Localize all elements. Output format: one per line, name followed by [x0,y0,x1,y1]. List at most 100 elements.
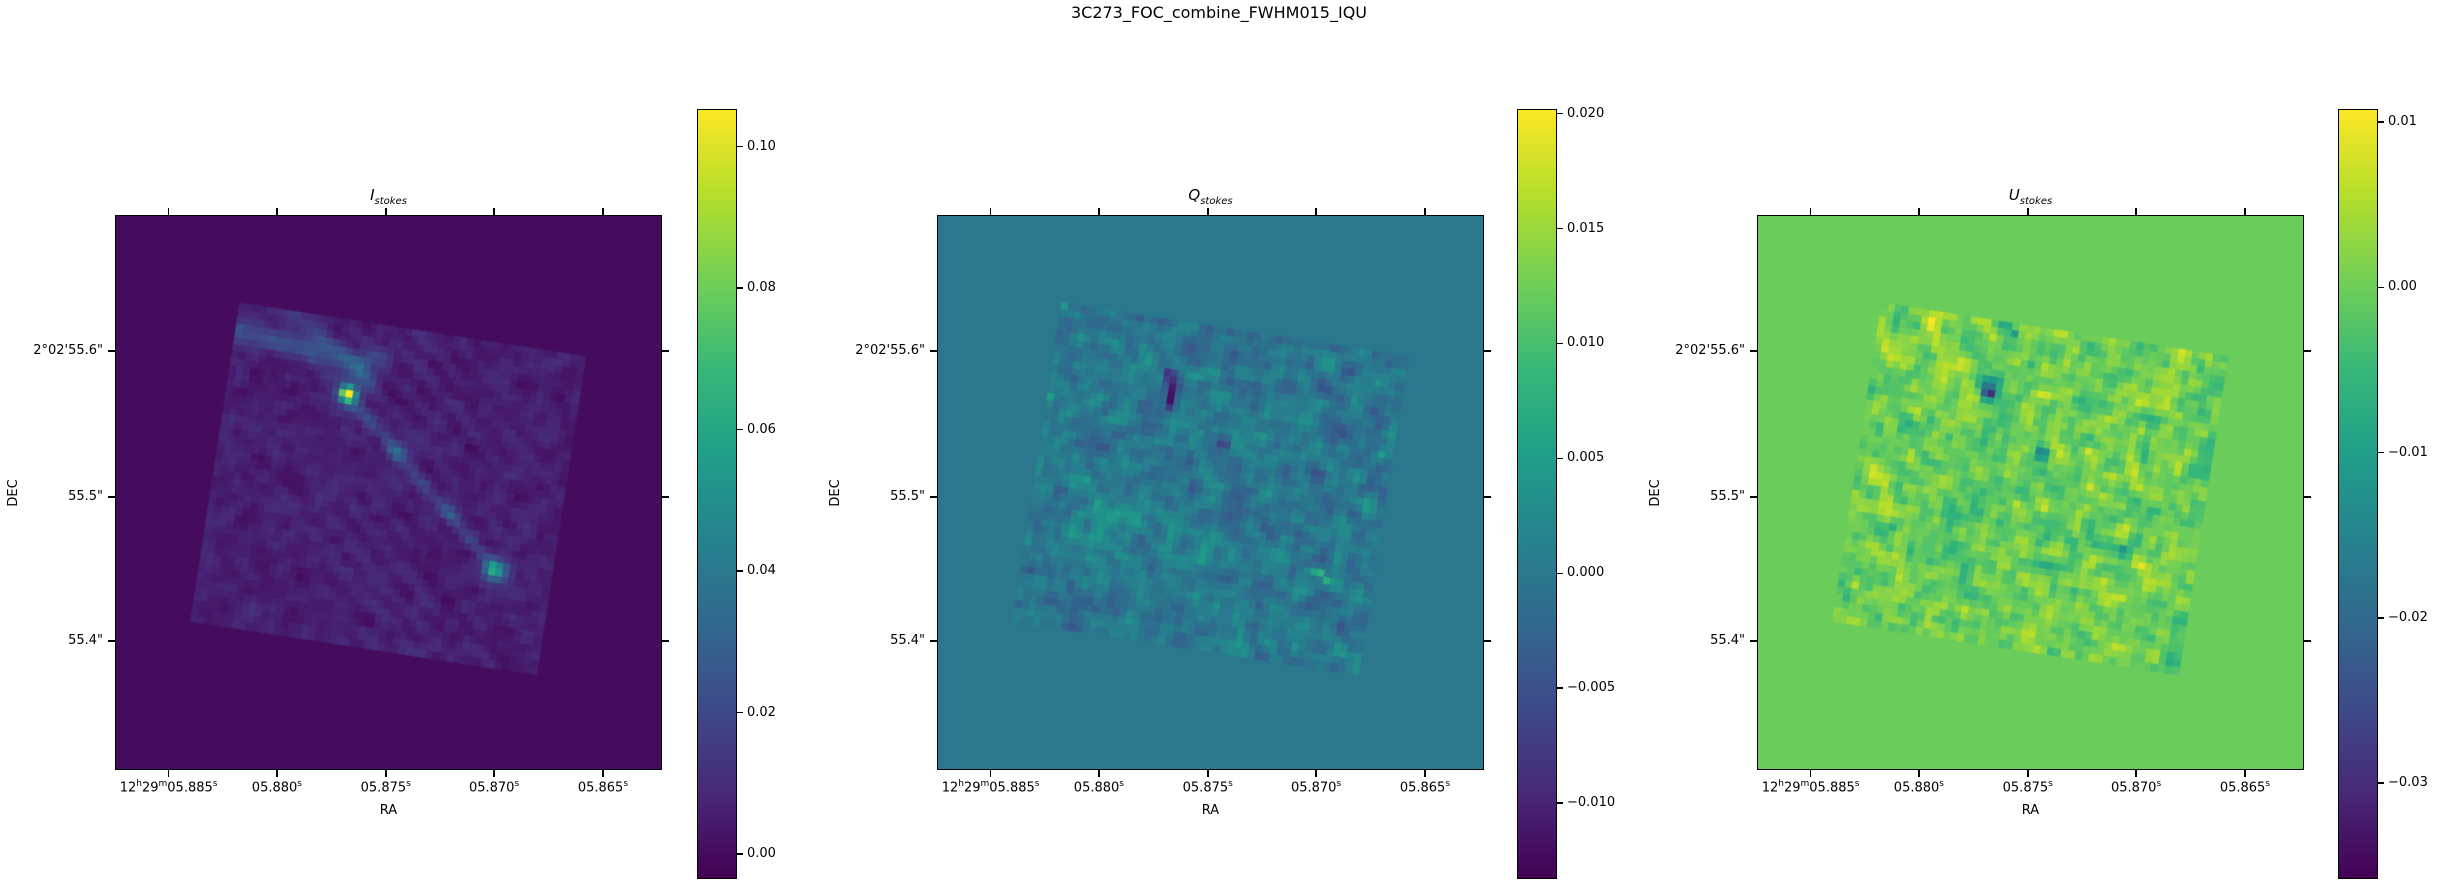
colorbar-tick-label: −0.005 [1567,680,1616,696]
panel-title-q_stokes: Qstokes [937,186,1484,210]
ra-unit-superscript: s [1939,779,1944,789]
colorbar-tick [1557,572,1563,575]
y-tick-left [1750,350,1757,352]
colorbar-tick [2378,617,2384,619]
ra-unit-superscript: s [514,779,520,789]
ra-unit-superscript: s [2156,779,2162,789]
panel-title-i_stokes: Istokes [115,186,662,210]
x-tick-bottom [167,770,170,777]
colorbar-tick-label: 0.04 [747,563,776,579]
y-axis-label-dec: DEC [6,478,21,507]
colorbar-tick-label: 0.06 [747,421,776,437]
x-tick-bottom [602,770,604,777]
panel-title-subscript: stokes [374,196,407,207]
x-tick-bottom [1315,770,1317,777]
colorbar-tick [737,145,743,148]
x-axis-label-ra: RA [2021,803,2040,818]
y-tick-right [662,640,669,642]
y-tick-left [930,496,937,498]
colorbar-tick-label: 0.01 [2388,114,2417,130]
colorbar-gradient-q_stokes [1517,109,1557,879]
ra-unit-superscript: s [623,779,629,789]
colorbar-tick-label: 0.015 [1567,220,1605,236]
ra-unit-superscript: s [1034,779,1040,789]
y-tick-label: 55.4" [68,633,103,649]
x-tick-top [1207,208,1209,215]
y-tick-label: 55.5" [68,488,103,504]
ra-unit-superscript: s [1119,779,1124,789]
colorbar-tick-label: 0.000 [1567,565,1605,581]
x-tick-bottom [493,770,495,777]
x-tick-top [1315,208,1317,215]
y-tick-left [108,496,115,498]
y-tick-label: 2°02'55.6" [33,342,103,358]
colorbar-tick-label: 0.00 [2388,279,2417,295]
panel-title-subscript: stokes [1200,196,1233,207]
x-tick-bottom [1098,770,1100,777]
y-tick-left [1750,640,1757,642]
colorbar-tick [1557,802,1563,804]
x-axis-label-ra: RA [1201,803,1220,818]
x-tick-label: 05.865s [2219,779,2271,796]
x-tick-label: 05.880s [1073,779,1124,796]
colorbar-tick-label: 0.010 [1567,335,1605,351]
ra-unit-superscript: s [406,779,411,789]
ra-unit-superscript: s [297,779,302,789]
ra-unit-superscript: m [980,779,990,789]
x-tick-bottom [1207,770,1209,777]
ra-unit-superscript: s [2048,779,2053,789]
ra-unit-superscript: s [1854,779,1860,789]
colorbar-tick [1557,687,1563,689]
y-tick-left [108,350,115,352]
figure-title: 3C273_FOC_combine_FWHM015_IQU [1070,3,1368,22]
x-tick-top [602,208,604,215]
ra-unit-superscript: s [1228,779,1233,789]
ra-unit-superscript: h [958,779,964,789]
ra-unit-superscript: h [1778,779,1784,789]
x-tick-label: 12h29m05.885s [119,779,218,796]
ra-unit-superscript: s [1445,779,1451,789]
x-tick-label: 05.875s [2002,779,2053,796]
x-tick-top [989,208,992,215]
colorbar-tick-label: 0.005 [1567,450,1605,466]
y-tick-right [662,350,669,352]
colorbar-gradient-u_stokes [2338,109,2378,879]
x-tick-top [1918,208,1920,215]
colorbar-tick-label: −0.010 [1567,795,1616,811]
x-tick-label: 05.875s [360,779,411,796]
ra-unit-superscript: m [1800,779,1810,789]
colorbar-tick [1557,227,1563,230]
panel-title-symbol: Q [1188,186,1201,204]
x-tick-bottom [276,770,278,777]
colorbar-tick [2378,286,2384,289]
ra-unit-superscript: h [136,779,142,789]
x-tick-label: 05.870s [2110,779,2162,796]
ra-unit-superscript: m [158,779,168,789]
y-tick-label: 55.5" [1710,488,1745,504]
panel-title-u_stokes: Ustokes [1757,186,2304,210]
ra-unit-superscript: s [1336,779,1342,789]
y-tick-label: 55.4" [890,633,925,649]
y-tick-right [1484,350,1491,352]
colorbar-tick-label: 0.10 [747,138,776,154]
colorbar-gradient-i_stokes [697,109,737,879]
y-tick-label: 2°02'55.6" [1675,342,1745,358]
panel-title-subscript: stokes [2019,196,2053,207]
colorbar-tick-label: 0.020 [1567,105,1605,121]
panel-title-symbol: U [2008,186,2020,204]
x-tick-label: 12h29m05.885s [941,779,1040,796]
x-tick-label: 05.870s [1290,779,1342,796]
colorbar-tick-label: 0.08 [747,280,776,296]
colorbar-tick [2378,782,2384,784]
x-tick-top [385,208,387,215]
colorbar-tick-label: −0.02 [2388,609,2428,625]
colorbar-tick [2378,121,2384,123]
y-tick-left [930,350,937,352]
y-tick-right [1484,496,1491,498]
colorbar-tick [737,853,743,855]
x-tick-bottom [1809,770,1812,777]
colorbar-tick [1557,457,1563,460]
x-tick-bottom [2135,770,2137,777]
y-tick-left [1750,496,1757,498]
